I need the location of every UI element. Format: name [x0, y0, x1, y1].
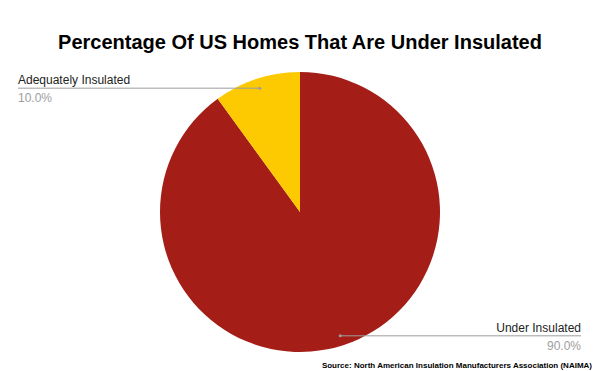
slice-label: Under Insulated — [496, 321, 581, 335]
leader-line — [340, 335, 581, 336]
leader-dot — [339, 334, 342, 337]
chart: Percentage Of US Homes That Are Under In… — [0, 0, 600, 371]
leader-line — [18, 88, 260, 89]
pie — [160, 72, 440, 352]
data-label: 90.0% — [547, 339, 581, 353]
slice — [160, 72, 440, 352]
slice — [218, 72, 300, 212]
source: Source: North American Insulation Manufa… — [322, 361, 592, 370]
labels: Under Insulated 90.0% Adequately Insulated… — [18, 73, 581, 353]
slice-label: Adequately Insulated — [18, 73, 130, 87]
data-label: 10.0% — [18, 91, 52, 105]
leader-dot — [258, 87, 261, 90]
title: Percentage Of US Homes That Are Under In… — [58, 31, 542, 53]
